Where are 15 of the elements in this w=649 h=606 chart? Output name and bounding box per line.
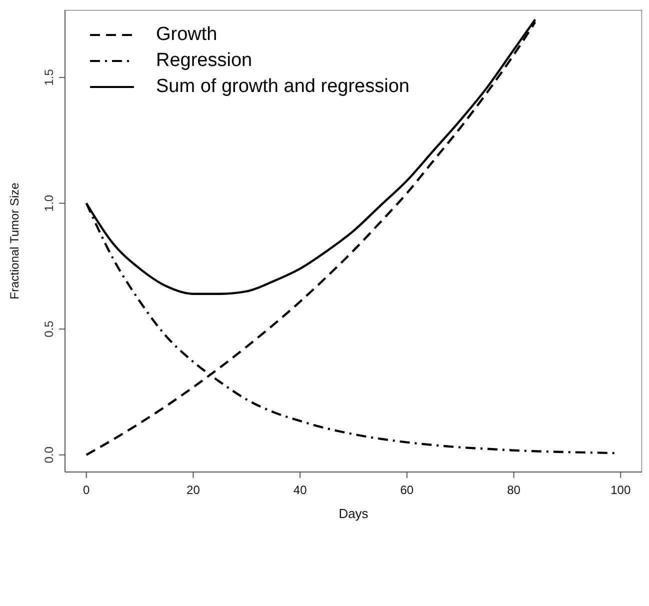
x-tick-label: 80 [507,483,521,497]
y-tick-label: 0.0 [42,446,56,464]
y-axis-title: Fractional Tumor Size [7,182,22,300]
legend-label: Regression [156,50,252,72]
legend-label: Growth [156,24,218,46]
x-tick-label: 60 [400,483,414,497]
y-tick-label: 0.5 [42,320,56,338]
x-tick-label: 100 [610,483,631,497]
y-tick-label: 1.0 [42,194,56,212]
legend-label: Sum of growth and regression [156,76,410,98]
x-tick-label: 20 [186,483,200,497]
x-tick-label: 40 [293,483,308,497]
x-axis-title: Days [338,506,369,521]
y-tick-label: 1.5 [42,68,56,86]
x-tick-label: 0 [83,483,90,497]
